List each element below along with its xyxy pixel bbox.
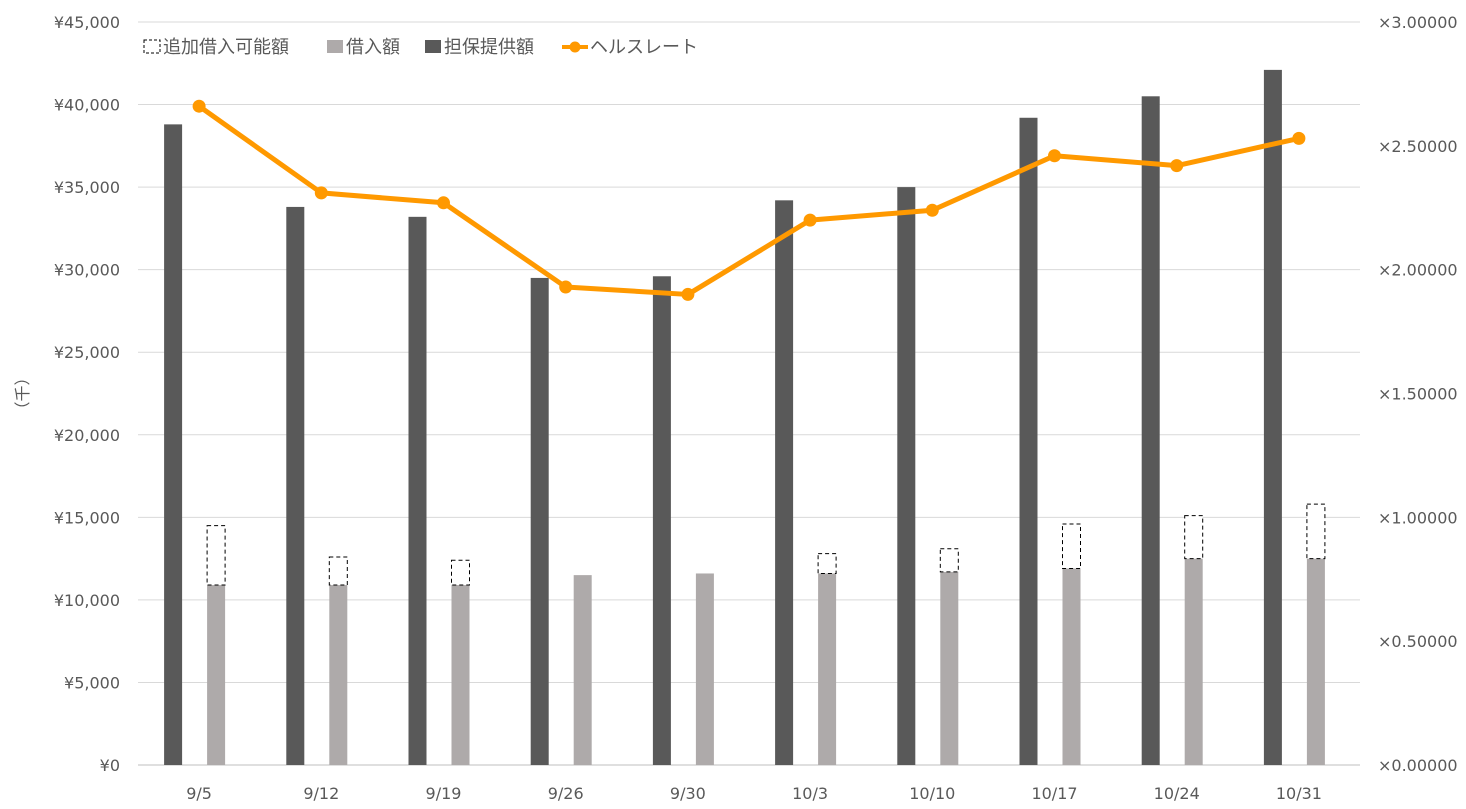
additional-borrowable-bar — [1306, 503, 1326, 560]
additional-borrowable-bar — [1184, 515, 1204, 560]
loan-bar — [451, 585, 470, 765]
x-tick-label: 9/30 — [670, 784, 706, 803]
health-rate-point — [559, 280, 573, 294]
legend-swatch-health-rate-marker — [569, 41, 581, 53]
y2-tick-label: ×3.00000 — [1378, 13, 1458, 32]
health-rate-point — [1292, 131, 1306, 145]
legend-label-additional: 追加借入可能額 — [163, 37, 289, 58]
health-rate-point — [1048, 149, 1061, 163]
collateral-bar — [1019, 117, 1038, 765]
x-tick-label: 10/31 — [1276, 784, 1322, 803]
y-tick-label: ¥10,000 — [54, 591, 120, 610]
collateral-bar — [1263, 69, 1282, 766]
gridlines — [138, 21, 1360, 766]
loan-bar — [573, 575, 592, 765]
collateral-bar — [164, 124, 183, 765]
y2-tick-label: ×1.00000 — [1378, 508, 1458, 527]
legend: 追加借入可能額 借入額 担保提供額 ヘルスレート — [143, 37, 698, 58]
health-rate-point — [314, 186, 328, 200]
loan-bar — [1062, 568, 1081, 765]
loan-bar — [940, 571, 959, 765]
y-tick-label: ¥15,000 — [54, 508, 120, 527]
collateral-bar — [530, 277, 549, 765]
y-tick-label: ¥25,000 — [54, 343, 120, 362]
loan-bar — [695, 573, 714, 765]
health-rate-point — [803, 213, 817, 227]
health-rate-line — [192, 99, 1306, 301]
collateral-bar — [775, 200, 794, 765]
y2-tick-label: ×2.00000 — [1378, 261, 1458, 280]
collateral-bar — [408, 216, 427, 765]
x-tick-label: 9/5 — [186, 784, 212, 803]
health-rate-point — [925, 203, 939, 217]
legend-swatch-collateral — [425, 40, 441, 53]
y2-tick-label: ×0.00000 — [1378, 756, 1458, 775]
y2-tick-label: ×2.50000 — [1378, 137, 1458, 156]
x-tick-label: 10/17 — [1031, 784, 1077, 803]
collateral-bar — [286, 206, 305, 765]
x-tick-label: 10/10 — [909, 784, 955, 803]
additional-borrowable-bar — [328, 556, 348, 586]
y2-tick-label: ×1.50000 — [1378, 385, 1458, 404]
health-rate-point — [192, 99, 206, 113]
y-tick-label: ¥20,000 — [54, 426, 120, 445]
y-tick-label: ¥35,000 — [54, 178, 120, 197]
y-tick-label: ¥40,000 — [54, 96, 120, 115]
additional-borrowable-bar — [1062, 523, 1081, 570]
loan-bar — [207, 585, 226, 765]
additional-borrowable-bar — [939, 548, 959, 573]
loan-bar — [818, 573, 837, 765]
legend-label-collateral: 担保提供額 — [444, 37, 534, 58]
additional-borrowable-bar — [206, 525, 226, 586]
legend-swatch-loan — [327, 40, 343, 53]
legend-label-health-rate: ヘルスレート — [590, 37, 698, 58]
collateral-bar — [652, 276, 671, 765]
x-tick-label: 9/19 — [426, 784, 462, 803]
loan-bar — [1184, 558, 1203, 765]
collateral-bar — [1141, 96, 1160, 766]
loan-bar — [329, 585, 348, 765]
health-rate-point — [681, 287, 695, 301]
x-tick-label: 10/24 — [1154, 784, 1200, 803]
legend-label-loan: 借入額 — [346, 37, 400, 58]
y-tick-label: ¥0 — [100, 756, 120, 775]
legend-swatch-additional — [143, 39, 161, 54]
additional-borrowable-bar — [451, 559, 470, 586]
y-tick-label: ¥45,000 — [54, 13, 120, 32]
bars — [164, 69, 1326, 766]
x-tick-label: 9/26 — [548, 784, 584, 803]
health-rate-polyline — [196, 103, 1302, 297]
health-rate-point — [1170, 159, 1184, 173]
health-rate-point — [437, 196, 450, 210]
axes: ¥0 ¥5,000 ¥10,000 ¥15,000 ¥20,000 ¥25,000 ¥30,… — [13, 13, 1458, 803]
x-tick-label: 9/12 — [303, 784, 339, 803]
loan-bar — [1306, 558, 1325, 765]
y-tick-label: ¥5,000 — [64, 673, 120, 692]
y-tick-label: ¥30,000 — [54, 261, 120, 280]
y2-tick-label: ×0.50000 — [1378, 632, 1458, 651]
additional-borrowable-bar — [817, 553, 837, 574]
y-axis-title: （千） — [13, 369, 32, 417]
x-tick-label: 10/3 — [792, 784, 828, 803]
collateral-bar — [897, 187, 916, 766]
